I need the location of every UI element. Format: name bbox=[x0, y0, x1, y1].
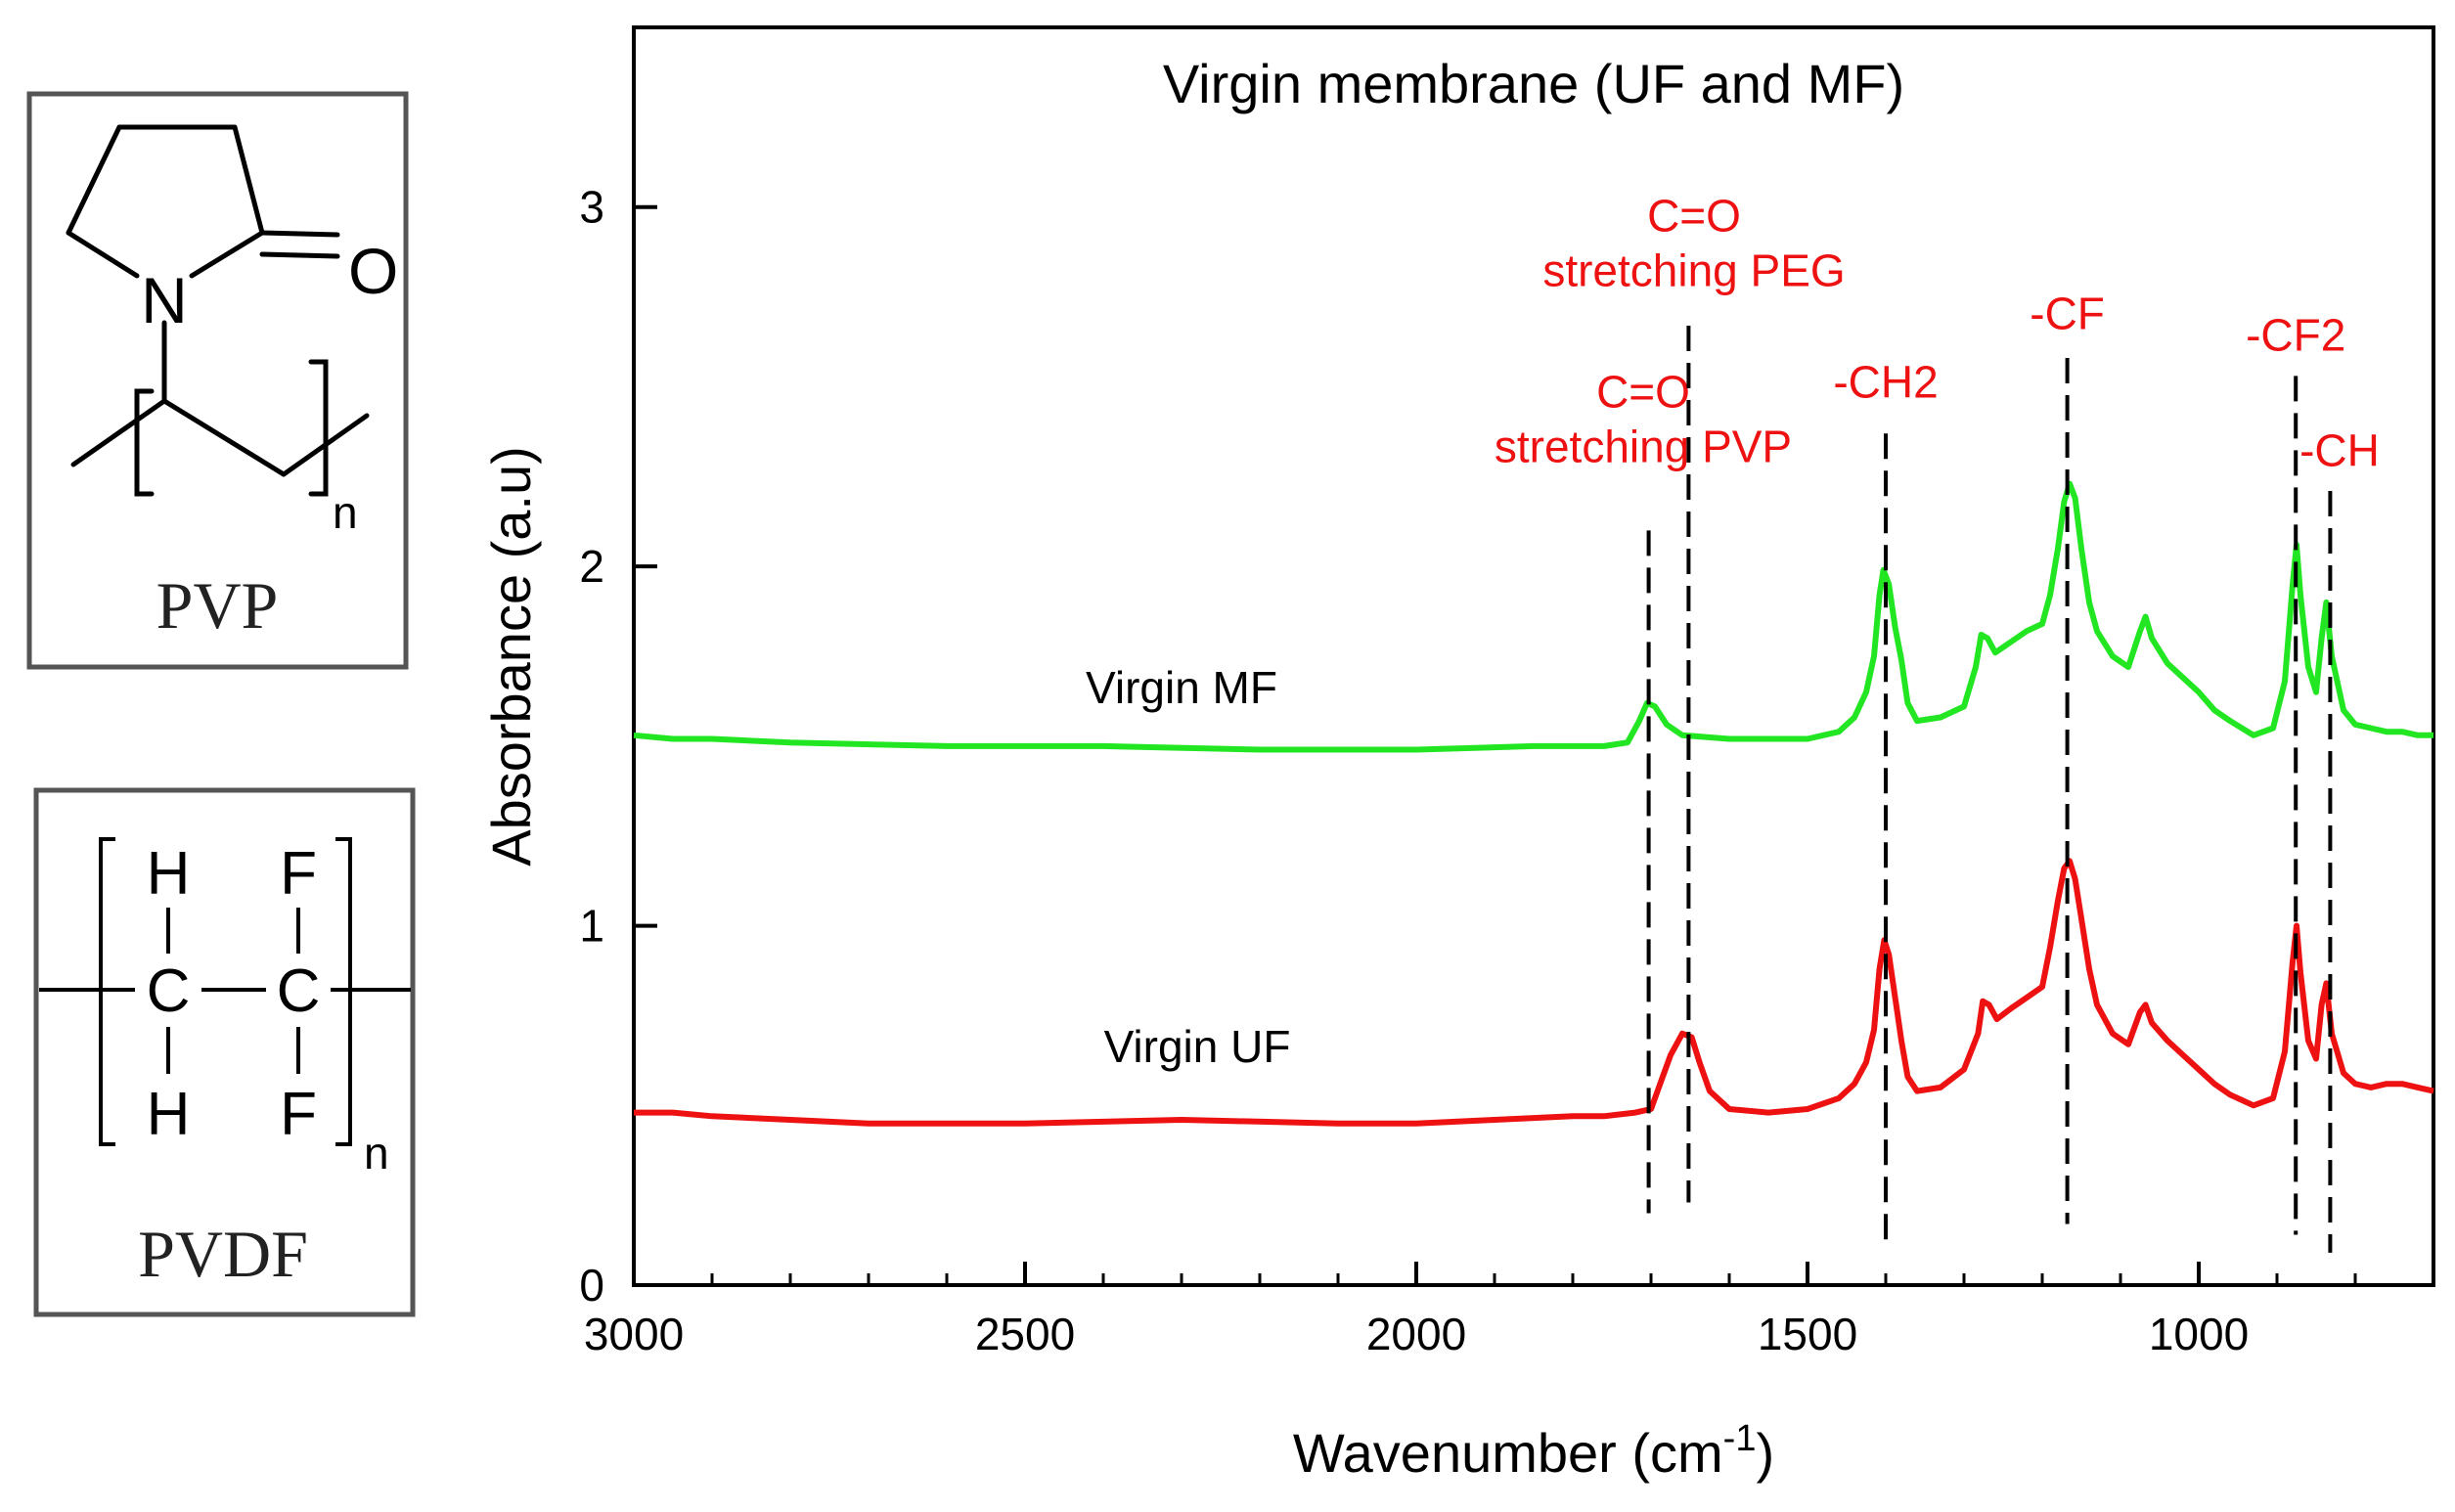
pvdf-atom-c-left: C bbox=[147, 957, 191, 1025]
series-group bbox=[633, 480, 2434, 1127]
pvp-skeleton bbox=[66, 124, 370, 497]
peak-label-4-line-0: -CF2 bbox=[2246, 310, 2345, 361]
pvdf-frame bbox=[33, 787, 416, 1317]
y-tick-label-3: 3 bbox=[579, 182, 604, 233]
pvdf-atom-h-bottom: H bbox=[147, 1081, 191, 1148]
y-tick-label-0: 0 bbox=[579, 1260, 604, 1311]
ftir-chart: Virgin membrane (UF and MF) Absorbance (… bbox=[480, 25, 2435, 1484]
series-line-virgin-mf bbox=[633, 480, 2433, 753]
peak-label-1-line-0: C=O bbox=[1647, 191, 1741, 242]
x-tick-label-2500: 2500 bbox=[975, 1309, 1075, 1359]
pvdf-skeleton bbox=[39, 837, 411, 1146]
pvdf-subscript-n: n bbox=[364, 1128, 389, 1178]
pvp-subscript-n: n bbox=[333, 487, 358, 538]
pvp-atom-nitrogen: N bbox=[141, 264, 188, 336]
y-tick-label-2: 2 bbox=[579, 541, 604, 592]
x-tick-label-3000: 3000 bbox=[584, 1309, 684, 1359]
peak-label-2-line-0: -CH2 bbox=[1833, 356, 1938, 407]
chart-title: Virgin membrane (UF and MF) bbox=[1163, 53, 1904, 114]
x-tick-label-1500: 1500 bbox=[1758, 1309, 1857, 1359]
pvdf-atom-f-bottom: F bbox=[280, 1081, 317, 1148]
pvp-frame bbox=[26, 91, 409, 670]
x-axis-label: Wavenumber (cm-1) bbox=[1293, 1418, 1774, 1484]
axis-ticks: 3000 2500 2000 1500 1000 0 1 2 3 bbox=[579, 182, 2357, 1359]
pvdf-atom-c-right: C bbox=[277, 957, 321, 1025]
pvp-atom-oxygen: O bbox=[348, 235, 398, 307]
peak-label-0-line-0: C=O bbox=[1596, 367, 1690, 418]
x-axis-label-main: Wavenumber (cm bbox=[1293, 1422, 1723, 1484]
pvdf-atom-f-top: F bbox=[280, 840, 317, 908]
pvdf-caption: PVDF bbox=[138, 1217, 308, 1291]
peak-label-0-line-1: stretching PVP bbox=[1495, 422, 1792, 472]
series-line-virgin-uf bbox=[634, 858, 2434, 1127]
x-tick-label-1000: 1000 bbox=[2149, 1309, 2249, 1359]
y-tick-label-1: 1 bbox=[579, 901, 604, 952]
pvp-structure-panel: O N n PVP bbox=[26, 91, 409, 670]
plot-frame bbox=[632, 25, 2435, 1287]
peak-label-5-line-0: -CH bbox=[2299, 424, 2380, 475]
x-tick-label-2000: 2000 bbox=[1366, 1309, 1466, 1359]
peak-label-3-line-0: -CF bbox=[2030, 289, 2105, 339]
series-label-virgin-mf: Virgin MF bbox=[1086, 662, 1277, 713]
y-axis-label: Absorbance (a.u) bbox=[480, 446, 542, 867]
series-labels: Virgin MF Virgin UF bbox=[1086, 662, 1290, 1072]
pvp-caption: PVP bbox=[156, 568, 279, 643]
series-label-virgin-uf: Virgin UF bbox=[1104, 1021, 1291, 1072]
x-axis-label-end: ) bbox=[1756, 1422, 1774, 1484]
pvdf-structure-panel: H F C C H F n PVDF bbox=[33, 787, 416, 1317]
pvdf-atom-h-top: H bbox=[147, 840, 191, 908]
x-axis-label-sup: -1 bbox=[1723, 1418, 1757, 1459]
peak-label-1-line-1: stretching PEG bbox=[1542, 245, 1845, 296]
